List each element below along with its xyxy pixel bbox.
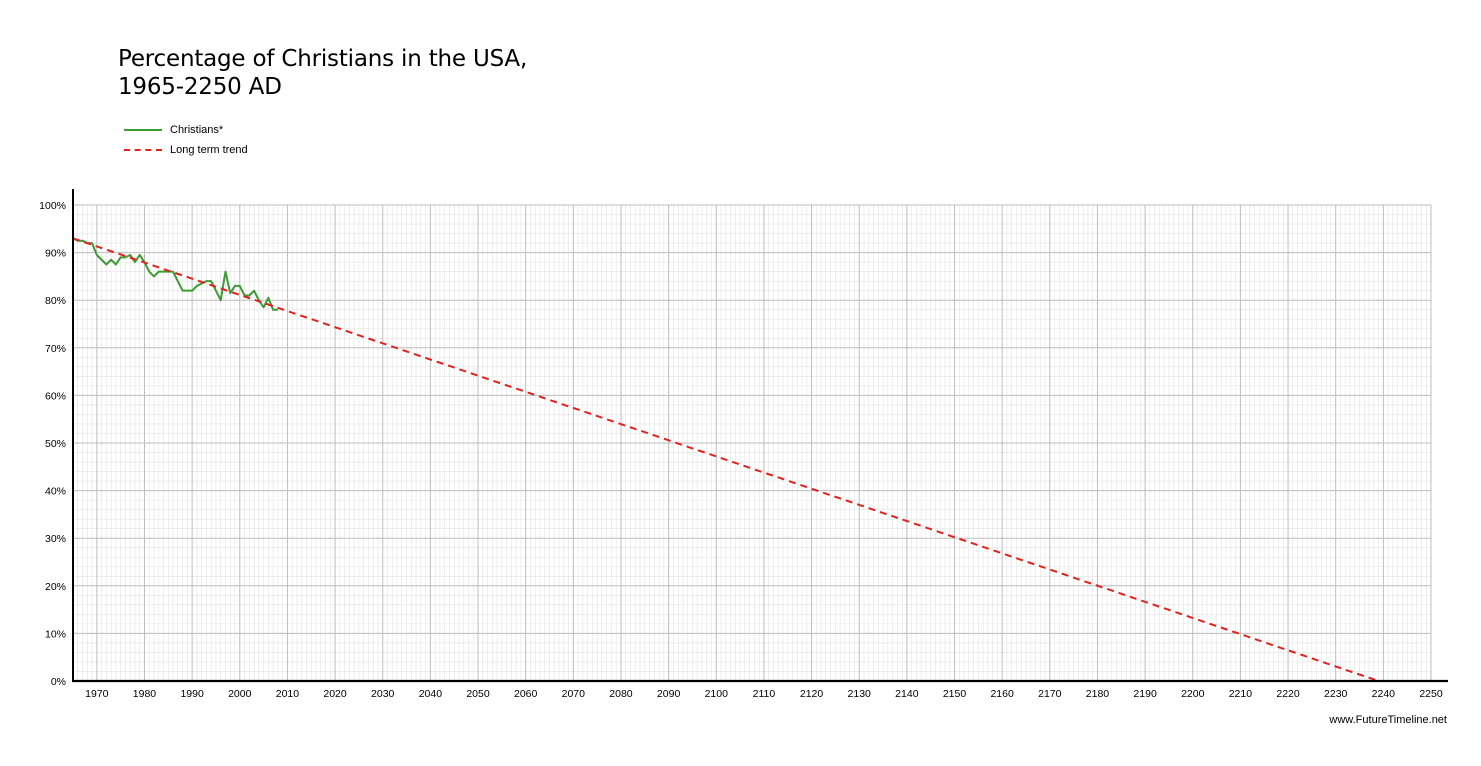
legend-swatch-christians [124,129,162,131]
x-tick-label: 1980 [133,688,157,700]
x-tick-label: 1990 [180,688,204,700]
major-gridlines [73,204,1432,682]
y-tick-label: 10% [45,628,66,640]
x-tick-label: 2240 [1372,688,1396,700]
legend-swatch-trend [124,149,162,151]
y-tick-label: 40% [45,486,66,498]
chart-title: Percentage of Christians in the USA, 196… [118,45,527,101]
chart-title-line-1: Percentage of Christians in the USA, [118,46,528,72]
x-tick-label: 2160 [990,688,1014,700]
x-tick-label: 2030 [371,688,395,700]
y-tick-label: 0% [51,676,66,688]
series-layer [72,237,1379,682]
y-tick-label: 100% [39,200,66,212]
y-tick-label: 80% [45,295,66,307]
x-tick-label: 2230 [1324,688,1348,700]
legend-label-trend: Long term trend [170,144,248,156]
y-tick-label: 60% [45,390,66,402]
x-tick-label: 2020 [323,688,347,700]
x-tick-label: 2140 [895,688,919,700]
tick-labels: 0% 10% 20% 30% 40% 50% 60% 70% 80% 90% 100% 1970 198… [39,200,1443,700]
y-tick-label: 70% [45,343,66,355]
x-tick-label: 2060 [514,688,538,700]
x-tick-label: 2050 [466,688,490,700]
x-tick-label: 2130 [848,688,872,700]
x-tick-label: 2150 [943,688,967,700]
series-line-long-term-trend [72,237,1379,682]
x-tick-label: 2200 [1181,688,1205,700]
x-tick-label: 2190 [1133,688,1157,700]
x-tick-label: 2170 [1038,688,1062,700]
series-line-christians [72,237,278,311]
legend-label-christians: Christians* [170,124,224,136]
x-tick-label: 2250 [1419,688,1443,700]
y-tick-label: 20% [45,581,66,593]
y-tick-label: 30% [45,533,66,545]
x-tick-label: 2210 [1229,688,1253,700]
x-tick-label: 1970 [85,688,109,700]
x-tick-label: 2000 [228,688,252,700]
x-tick-label: 2180 [1086,688,1110,700]
x-tick-label: 2120 [800,688,824,700]
y-tick-label: 50% [45,438,66,450]
x-tick-label: 2090 [657,688,681,700]
chart-title-line-2: 1965-2250 AD [118,74,282,100]
x-tick-label: 2040 [419,688,443,700]
x-tick-label: 2220 [1276,688,1300,700]
x-tick-label: 2070 [562,688,586,700]
x-tick-label: 2110 [753,688,776,700]
source-credit: www.FutureTimeline.net [1329,714,1447,726]
x-tick-label: 2080 [609,688,633,700]
y-tick-label: 90% [45,248,66,260]
x-tick-label: 2010 [276,688,300,700]
axes [72,189,1448,683]
x-tick-label: 2100 [705,688,729,700]
